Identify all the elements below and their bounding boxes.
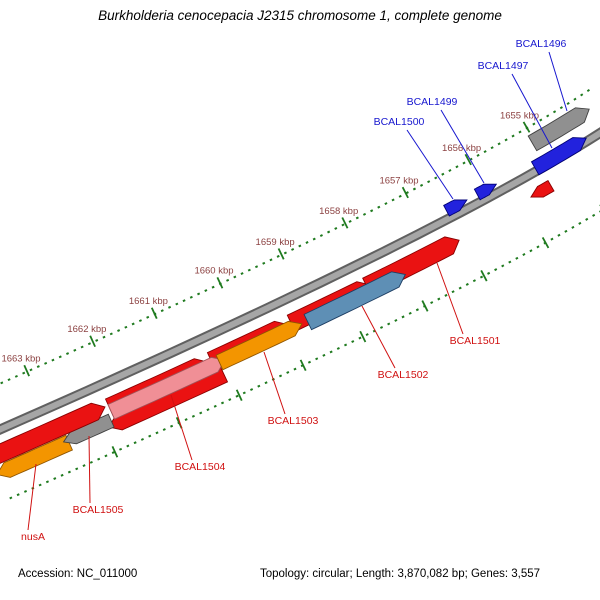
gene-arrow-BCAL1500[interactable]: [443, 199, 468, 217]
gene-label-nusA[interactable]: nusA: [21, 531, 45, 543]
gene-arrow-unlabeled-c[interactable]: [530, 179, 555, 198]
leader-line-BCAL1497: [511, 73, 553, 149]
ruler-label-1663: 1663 kbp: [1, 353, 40, 364]
chromosome-track-edge: [0, 127, 600, 435]
ruler-label-1658: 1658 kbp: [319, 206, 358, 217]
ruler-label-1662: 1662 kbp: [67, 324, 106, 335]
gene-label-BCAL1500[interactable]: BCAL1500: [374, 116, 425, 128]
gene-arrow-BCAL1503[interactable]: [215, 320, 303, 371]
gene-arrow-BCAL1502[interactable]: [303, 271, 406, 331]
gene-label-BCAL1496[interactable]: BCAL1496: [516, 38, 567, 50]
leader-line-BCAL1499: [440, 109, 485, 184]
ruler-tick-upper: [522, 121, 531, 133]
ruler-arc-lower: [9, 210, 600, 500]
ruler-tick-lower: [421, 300, 429, 312]
ruler-tick-lower: [235, 389, 243, 402]
leader-line-BCAL1505: [88, 435, 91, 504]
leader-line-BCAL1503: [263, 351, 286, 415]
gene-label-BCAL1499[interactable]: BCAL1499: [407, 96, 458, 108]
ruler-tick-lower: [359, 330, 367, 343]
ruler-tick-lower: [541, 237, 550, 249]
accession-text: Accession: NC_011000: [18, 568, 138, 580]
page-title: Burkholderia cenocepacia J2315 chromosom…: [98, 8, 502, 23]
ruler-label-1656: 1656 kbp: [442, 143, 481, 154]
ruler-tick-upper: [464, 153, 472, 166]
ruler-tick-upper: [401, 186, 409, 199]
leader-line-BCAL1504: [170, 394, 193, 461]
ruler-tick-upper: [89, 335, 96, 348]
gene-arrow-BCAL1496[interactable]: [527, 107, 590, 152]
gene-arrow-chain-1[interactable]: [0, 402, 106, 464]
leader-line-BCAL1502: [361, 305, 396, 369]
gene-label-BCAL1503[interactable]: BCAL1503: [268, 415, 319, 427]
ruler-label-1655: 1655 kbp: [500, 111, 539, 122]
ruler-label-1657: 1657 kbp: [379, 176, 418, 187]
leader-line-BCAL1496: [548, 51, 568, 112]
gene-label-BCAL1497[interactable]: BCAL1497: [478, 60, 529, 72]
ruler-tick-upper: [150, 307, 158, 320]
leader-line-BCAL1500: [406, 129, 454, 200]
ruler-label-1659: 1659 kbp: [256, 237, 295, 248]
ruler-tick-lower: [299, 359, 307, 372]
ruler-tick-lower: [111, 445, 119, 458]
ruler-tick-upper: [23, 364, 30, 377]
leader-line-nusA: [27, 463, 37, 531]
topology-stats-text: Topology: circular; Length: 3,870,082 bp…: [260, 568, 541, 580]
leader-line-BCAL1501: [436, 262, 464, 335]
gene-label-BCAL1502[interactable]: BCAL1502: [378, 369, 429, 381]
gene-arrow-BCAL1499[interactable]: [473, 183, 498, 201]
ruler-label-1661: 1661 kbp: [129, 296, 168, 307]
ruler-label-1660: 1660 kbp: [194, 266, 233, 277]
ruler-tick-upper: [216, 277, 224, 289]
ruler-tick-upper: [341, 217, 349, 229]
gene-arrow-BCAL1497[interactable]: [530, 137, 587, 176]
gene-label-BCAL1504[interactable]: BCAL1504: [175, 461, 226, 473]
ruler-tick-upper: [277, 248, 285, 260]
ruler-tick-lower: [480, 270, 488, 282]
ruler-arc-upper: [0, 88, 592, 385]
gene-label-BCAL1501[interactable]: BCAL1501: [450, 335, 501, 347]
gene-label-BCAL1505[interactable]: BCAL1505: [73, 504, 124, 516]
